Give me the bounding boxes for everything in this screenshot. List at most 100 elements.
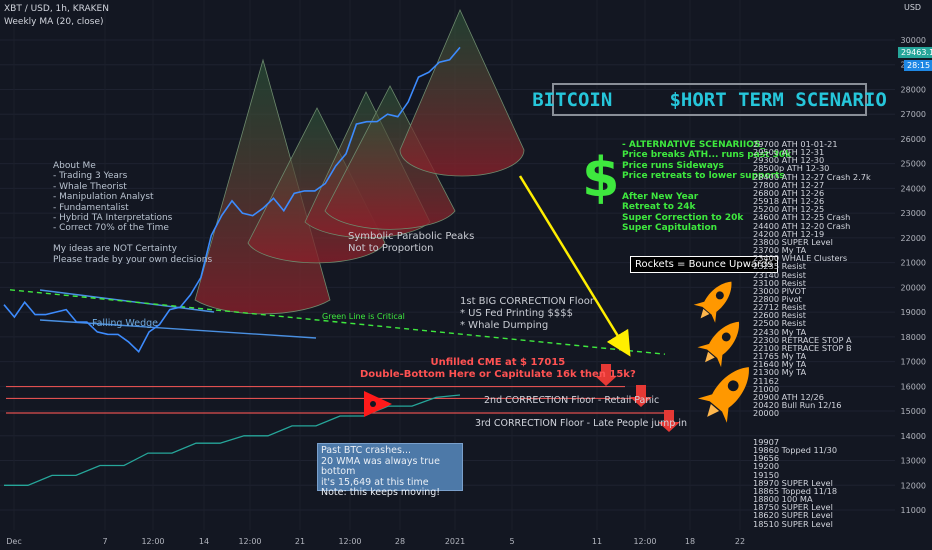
level-line: 27800 ATH 12-27 (753, 179, 825, 190)
level-line: 29700 ATH 01-01-21 (753, 139, 838, 149)
y-tick-label: 14000 (901, 432, 926, 441)
y-tick-label: 20000 (901, 283, 926, 292)
past-line: 20 WMA was always true bottom (321, 455, 440, 478)
y-tick-label: 19000 (901, 308, 926, 317)
y-tick-label: 22000 (901, 234, 926, 243)
y-tick-label: 11000 (901, 506, 926, 515)
y-tick-label: 23000 (901, 209, 926, 218)
wedge-bottom (39, 319, 317, 339)
y-tick-label: 26000 (901, 135, 926, 144)
yellow-arrow (518, 175, 631, 357)
level-line: 26800 ATH 12-26 (753, 187, 825, 198)
red-down-arrows (595, 364, 680, 432)
level-line: 24600 ATH 12-25 Crash (753, 212, 851, 223)
first-floor-text: 1st BIG CORRECTION Floor * US Fed Printin… (460, 296, 594, 332)
unfilled-cme-text: Unfilled CME at $ 17015 Double-Bottom Her… (360, 357, 636, 381)
alt-line: Price runs Sideways (622, 160, 724, 171)
level-line: 29300 ATH 12-30 (753, 155, 825, 166)
level-line: 22712 Resist (753, 302, 807, 313)
x-tick-label: 22 (735, 537, 745, 546)
rocket-fins (693, 300, 717, 323)
about-line: - Hybrid TA Interpretations (53, 213, 173, 224)
level-line: 21765 My TA (753, 351, 807, 362)
x-tick-label: 11 (592, 537, 602, 546)
x-tick-label: 7 (102, 537, 107, 546)
first-floor-line: 1st BIG CORRECTION Floor (460, 296, 594, 307)
time-tag: 28:15 (904, 60, 932, 71)
level-line: 21300 My TA (753, 367, 807, 378)
levels-list-lower: 19907 19860 Topped 11/30 19656 19200 19150 18… (753, 438, 837, 528)
level-line: 28500p ATH 12-30 (753, 163, 830, 174)
rocket-flame (705, 351, 715, 363)
past-line: Past BTC crashes... (321, 445, 412, 456)
rocket-fins (697, 392, 729, 423)
cone-shape (399, 9, 525, 177)
about-line: - Correct 70% of the Time (53, 223, 169, 234)
alt-line: After New Year (622, 192, 699, 203)
x-tick-label: Dec (6, 537, 21, 546)
level-line: 19656 (753, 453, 780, 464)
level-line: 18800 100 MA (753, 494, 813, 505)
level-line: 19200 (753, 461, 780, 472)
down-arrow (595, 364, 617, 386)
levels-list-upper: 29700 ATH 01-01-21 29500 ATH 12-31 29300 A… (753, 139, 871, 418)
rocket-window (727, 380, 739, 392)
level-line: 28400 ATH 12-27 Crash 2.7k (753, 171, 871, 182)
falling-wedge-label: Falling Wedge (92, 318, 158, 329)
rocket-fins (697, 342, 723, 368)
rocket-icon (697, 321, 739, 368)
x-tick-label: 5 (509, 537, 514, 546)
about-line: About Me (53, 161, 96, 171)
chart-symbol: XBT / USD, 1h, KRAKEN (4, 4, 109, 14)
parabolic-cones (194, 9, 525, 315)
y-tick-label: 13000 (901, 457, 926, 466)
y-tick-label: 12000 (901, 481, 926, 490)
x-tick-label: 18 (685, 537, 695, 546)
y-tick-label: 16000 (901, 382, 926, 391)
x-tick-label: 14 (199, 537, 209, 546)
y-axis: 3000029000280002700026000250002400023000… (901, 36, 926, 515)
past-line: Note: this keeps moving! (321, 487, 441, 499)
y-tick-label: 15000 (901, 407, 926, 416)
down-arrow (658, 410, 680, 432)
y-tick-label: 18000 (901, 333, 926, 342)
level-line: 23000 PIVOT (753, 285, 806, 296)
rocket-flame (700, 308, 710, 319)
first-floor-line: * Whale Dumping (460, 320, 549, 331)
level-line: 22300 RETRACE STOP A (753, 334, 852, 345)
indicator-label: Weekly MA (20, close) (4, 17, 104, 27)
y-tick-label: 17000 (901, 358, 926, 367)
about-line: My ideas are NOT Certainty (53, 244, 177, 255)
rocket-window (721, 332, 731, 342)
level-line: 18750 SUPER Level (753, 502, 833, 513)
level-line: 20900 ATH 12/26 (753, 391, 824, 402)
rocket-icon (693, 281, 732, 323)
level-line: 19907 (753, 437, 780, 447)
level-line: 19860 Topped 11/30 (753, 445, 838, 456)
unfilled-line: Double-Bottom Here or Capitulate 16k the… (360, 369, 636, 380)
past-crashes-box: Past BTC crashes... 20 WMA was always tru… (317, 443, 463, 498)
cone-shape (324, 85, 456, 230)
past-line: it's 15,649 at this time (321, 476, 429, 488)
x-axis: Dec 7 12:00 14 12:00 21 12:00 28 2021 5 11 12:00 18 2… (6, 537, 745, 546)
about-line (53, 234, 212, 244)
y-tick-label: 24000 (901, 184, 926, 193)
level-line: 20420 Bull Run 12/16 (753, 400, 842, 410)
down-arrow (630, 385, 652, 407)
wma-series (4, 394, 461, 486)
level-line: 21640 My TA (753, 359, 807, 370)
level-line: 24200 ATH 12-19 (753, 228, 825, 239)
unfilled-line: Unfilled CME at $ 17015 (430, 357, 566, 368)
symbolic-line: Not to Proportion (348, 243, 434, 254)
alt-line: Retreat to 24k (622, 202, 696, 213)
alt-line: Price breaks ATH... runs past 30k (622, 150, 792, 161)
level-line: 25918 ATH 12-26 (753, 196, 825, 207)
x-tick-label: 21 (295, 537, 305, 546)
y-tick-label: 25000 (901, 160, 926, 169)
level-line: 21000 (753, 383, 780, 394)
level-line: 23700 My TA (753, 245, 807, 256)
y-tick-label: 28000 (901, 85, 926, 94)
rocket-icon (697, 367, 749, 423)
level-line: 18510 SUPER Level (753, 518, 833, 529)
support-lines (6, 385, 665, 414)
